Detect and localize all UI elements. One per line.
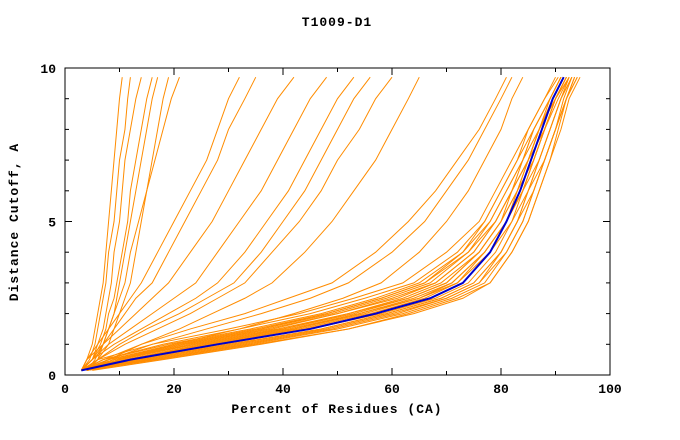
model-curve-model-18 [86,76,524,371]
model-curve-model-05 [86,77,170,371]
model-curve-model-03 [80,77,142,371]
model-curve-model-37 [86,76,578,371]
model-curve-model-13 [81,76,371,371]
model-curve-model-28 [81,76,559,371]
model-curve-model-01 [80,77,123,371]
x-tick-label: 40 [275,382,291,397]
model-curve-model-14 [81,76,393,371]
x-tick-label: 0 [61,382,69,397]
model-curve-model-11 [80,76,327,371]
y-tick-label: 5 [48,216,56,231]
model-curve-model-10 [80,76,295,371]
highlight-curve [81,76,565,372]
model-curve-model-02 [80,77,131,371]
y-tick-label: 10 [40,62,56,77]
model-curve-model-24 [81,76,562,371]
model-curve-model-34 [81,76,567,371]
model-curve-model-08 [80,76,257,371]
model-curve-model-16 [81,76,507,371]
x-tick-label: 80 [493,382,509,397]
model-curve-model-06 [80,77,153,371]
model-curve-model-07 [86,77,180,371]
model-curve-model-42 [81,76,567,371]
x-tick-label: 100 [598,382,622,397]
model-curve-model-09 [80,76,240,371]
x-tick-label: 60 [384,382,400,397]
y-axis-label: Distance Cutoff, A [7,143,22,301]
model-curve-model-15 [86,76,420,371]
model-curve-model-39 [92,76,581,371]
x-tick-label: 20 [166,382,182,397]
y-tick-label: 0 [48,369,56,384]
model-curve-model-35 [86,77,576,371]
model-curve-model-12 [80,76,355,371]
model-curve-model-38 [81,76,562,371]
axes-layer: 0 20 40 60 80 100 0 5 10 [40,62,622,397]
model-curve-model-19 [81,76,556,371]
x-axis-label: Percent of Residues (CA) [231,402,442,417]
model-curves-layer [80,76,581,372]
model-curve-model-36 [81,76,570,371]
model-curve-model-17 [81,76,513,371]
plot-title: T1009-D1 [302,15,372,30]
